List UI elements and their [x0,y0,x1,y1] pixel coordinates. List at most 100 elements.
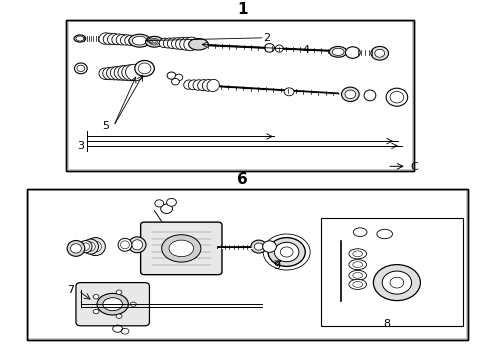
Ellipse shape [83,239,98,254]
Text: 1: 1 [237,1,248,17]
Bar [69,22,412,169]
Ellipse shape [189,39,208,50]
Ellipse shape [135,60,154,76]
Ellipse shape [122,65,139,81]
Ellipse shape [280,247,293,257]
Ellipse shape [116,290,122,294]
Ellipse shape [116,35,128,45]
Ellipse shape [349,270,367,280]
Ellipse shape [349,260,367,270]
Ellipse shape [129,36,141,45]
Ellipse shape [353,251,363,257]
Ellipse shape [274,242,299,262]
Ellipse shape [161,204,172,213]
Ellipse shape [151,40,158,44]
Ellipse shape [386,88,408,106]
Ellipse shape [373,265,420,301]
Ellipse shape [99,68,112,80]
Ellipse shape [197,80,209,91]
Ellipse shape [169,240,194,257]
Ellipse shape [138,63,151,74]
Ellipse shape [114,66,130,80]
Ellipse shape [79,240,92,253]
Ellipse shape [180,37,194,50]
Ellipse shape [207,80,220,91]
Ellipse shape [93,294,99,299]
Ellipse shape [184,37,198,51]
Ellipse shape [275,45,283,52]
Ellipse shape [146,36,163,47]
Ellipse shape [371,46,389,60]
Ellipse shape [332,48,344,55]
FancyBboxPatch shape [76,283,149,326]
Ellipse shape [74,35,86,42]
Ellipse shape [184,80,194,89]
Ellipse shape [175,37,189,50]
Text: 2: 2 [264,33,270,43]
Ellipse shape [103,298,122,311]
Text: 7: 7 [68,285,74,295]
Ellipse shape [349,249,367,259]
Ellipse shape [86,242,96,251]
Ellipse shape [103,68,116,80]
Ellipse shape [107,33,120,45]
Ellipse shape [76,36,84,41]
Ellipse shape [172,78,179,85]
Text: 4: 4 [303,45,310,55]
Ellipse shape [90,241,101,252]
Bar [29,191,465,338]
Ellipse shape [390,91,404,103]
Ellipse shape [345,90,356,99]
Ellipse shape [202,80,214,91]
Ellipse shape [284,88,294,96]
Ellipse shape [71,244,81,253]
Ellipse shape [149,39,159,45]
Ellipse shape [159,38,169,48]
Ellipse shape [263,241,276,252]
Ellipse shape [106,67,121,80]
Ellipse shape [121,241,129,249]
Ellipse shape [128,237,146,253]
Ellipse shape [163,38,174,48]
Ellipse shape [375,49,385,57]
Ellipse shape [167,72,176,79]
Ellipse shape [342,87,359,102]
Ellipse shape [129,34,150,47]
Ellipse shape [390,277,404,288]
Text: 3: 3 [77,141,84,151]
Text: C: C [410,162,418,172]
Text: 6: 6 [237,172,248,188]
Ellipse shape [345,47,360,58]
Ellipse shape [118,66,135,80]
Ellipse shape [251,240,267,253]
Ellipse shape [116,314,122,318]
Ellipse shape [93,310,99,314]
Bar [66,20,414,171]
Ellipse shape [349,279,367,289]
Ellipse shape [110,67,125,80]
Ellipse shape [167,198,176,206]
Ellipse shape [382,271,412,294]
Ellipse shape [112,34,124,45]
Ellipse shape [125,35,136,45]
Ellipse shape [103,33,116,44]
Ellipse shape [168,38,179,49]
Ellipse shape [364,90,376,101]
Bar [321,218,463,326]
Ellipse shape [67,240,85,256]
Ellipse shape [172,38,184,49]
Bar [27,189,468,340]
Bar [27,189,468,340]
Ellipse shape [130,302,136,306]
Ellipse shape [82,243,90,250]
Ellipse shape [155,200,164,207]
Ellipse shape [265,44,274,52]
Ellipse shape [193,80,204,90]
Ellipse shape [152,41,156,43]
Ellipse shape [329,46,347,57]
Ellipse shape [99,33,112,44]
FancyBboxPatch shape [141,222,222,275]
Text: 8: 8 [384,319,391,329]
Text: 5: 5 [102,121,109,131]
Ellipse shape [268,238,305,266]
